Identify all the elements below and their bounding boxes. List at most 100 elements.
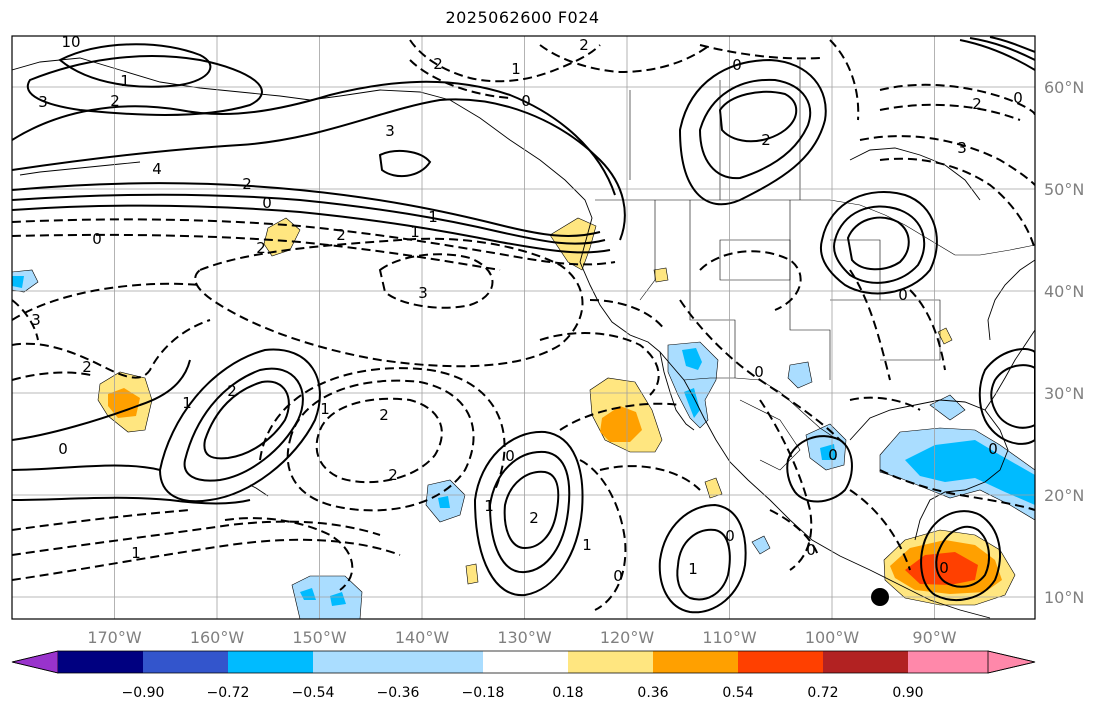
negative-shading-baja-core — [682, 348, 702, 370]
lon-label-110w: 110°W — [702, 628, 757, 647]
coast-florida — [984, 329, 1035, 411]
contour-jet-2 — [12, 193, 606, 245]
contour-sw-high-3 — [503, 470, 560, 550]
dashed-south-2 — [12, 520, 381, 556]
contour-label-2-b: 2 — [242, 175, 252, 193]
lat-label-10n: 10°N — [1044, 588, 1084, 607]
contour-label-3-d: 3 — [31, 311, 41, 329]
contour-label-2-d: 2 — [256, 239, 266, 257]
contour-centam-2 — [935, 525, 991, 588]
dashed-south-1 — [12, 538, 401, 581]
dashed-west-2 — [12, 371, 96, 381]
contour-label-2-c: 2 — [336, 226, 346, 244]
lat-label-20n: 20°N — [1044, 486, 1084, 505]
colorbar-segment-5 — [398, 651, 483, 673]
dashed-jet-2 — [12, 233, 501, 271]
lon-label-140w: 140°W — [395, 628, 450, 647]
map-panel — [12, 36, 1035, 619]
dashed-south-3 — [12, 509, 191, 531]
colorbar-extend-low — [11, 650, 59, 674]
negative-shading-pacific-10n-core2 — [330, 592, 346, 606]
positive-shading-west-pacific-core — [108, 388, 140, 418]
border-us-canada — [595, 199, 1035, 256]
colorbar-extend-high — [987, 650, 1036, 674]
contour-label-0-m: 0 — [1013, 89, 1023, 107]
colorbar: −0.90 −0.72 −0.54 −0.36 −0.18 0.18 0.36 … — [11, 650, 1036, 701]
contour-label-1-f: 1 — [131, 544, 141, 562]
dashed-midpacific-2 — [286, 379, 475, 512]
contour-sw-high-1 — [473, 430, 584, 597]
contour-label-0-o: 0 — [939, 559, 949, 577]
contour-mexico-high-1 — [658, 503, 747, 614]
colorbar-tick-neg072: −0.72 — [207, 685, 250, 701]
contour-label-10: 10 — [61, 33, 80, 51]
lon-label-160w: 160°W — [190, 628, 245, 647]
dashed-gulf-1 — [879, 469, 1035, 511]
positive-shading-pacific-30n-core — [600, 406, 642, 442]
dashed-mexico-3 — [559, 402, 681, 431]
border-states-1 — [639, 200, 656, 301]
contour-label-0-j: 0 — [828, 446, 838, 464]
coast-east — [987, 259, 1035, 341]
positive-shading-pacific-15n — [465, 563, 479, 585]
contour-labels: 0 1 2 3 4 2 0 0 2 1 3 2 1 0 2 3 3 2 1 0 … — [31, 33, 1023, 585]
dashed-central-us-2 — [679, 299, 841, 441]
contour-label-0-a: 0 — [92, 230, 102, 248]
contour-label-0-c: 0 — [58, 440, 68, 458]
dashed-east-5 — [849, 269, 891, 381]
dashed-east-3 — [879, 83, 1035, 116]
contour-label-2-m: 2 — [433, 55, 443, 73]
contour-label-4-a: 4 — [152, 160, 162, 178]
coast-islands-aleutian — [19, 161, 141, 176]
negative-shading-centam — [751, 535, 771, 555]
coast-hudson — [849, 147, 981, 201]
contour-north-4 — [58, 43, 212, 88]
positive-shading-mexico-small — [704, 477, 723, 499]
lon-label-90w: 90°W — [912, 628, 956, 647]
dashed-east-4 — [879, 103, 1021, 121]
contour-label-0-n: 0 — [988, 440, 998, 458]
dashed-midpacific-3 — [259, 367, 506, 491]
contour-label-1-g: 1 — [484, 497, 494, 515]
negative-contours — [12, 39, 1035, 611]
contour-label-1-h: 1 — [582, 536, 592, 554]
negative-shading-sonora — [787, 361, 813, 389]
contour-label-0-i: 0 — [754, 363, 764, 381]
negative-shading-pacific-20n-core — [438, 496, 450, 508]
map-title: 2025062600 F024 — [445, 8, 600, 27]
contour-canada-high-1 — [678, 58, 827, 206]
lon-label-150w: 150°W — [292, 628, 347, 647]
contour-ne-2 — [969, 37, 1035, 61]
contour-east-high-1 — [978, 348, 1035, 445]
contour-mexico-high-2 — [676, 528, 731, 601]
location-marker-dot — [871, 588, 889, 606]
positive-contours — [12, 36, 1035, 614]
dashed-central-low-1 — [378, 253, 494, 309]
contour-label-2-i: 2 — [388, 466, 398, 484]
dashed-east-1 — [879, 157, 1035, 251]
lat-label-40n: 40°N — [1044, 282, 1084, 301]
border-mexico-states — [739, 399, 801, 471]
contour-pacific-2 — [183, 367, 304, 482]
negative-shading-baja — [667, 341, 719, 429]
colorbar-segment-8 — [653, 651, 738, 673]
negative-shading-westedge-core — [12, 276, 24, 288]
colorbar-tick-pos018: 0.18 — [552, 685, 583, 701]
colorbar-tick-neg054: −0.54 — [292, 685, 335, 701]
colorbar-segment-4 — [313, 651, 398, 673]
lon-label-130w: 130°W — [497, 628, 552, 647]
contour-pacific-6 — [12, 496, 251, 505]
lat-label-30n: 30°N — [1044, 384, 1084, 403]
contour-label-3-b: 3 — [385, 122, 395, 140]
border-states-6 — [880, 299, 941, 361]
contour-alaska-3 — [378, 149, 432, 178]
colorbar-segment-7 — [568, 651, 653, 673]
lat-label-60n: 60°N — [1044, 78, 1084, 97]
positive-shading-se — [937, 327, 953, 345]
contour-sw-high-2 — [488, 450, 571, 574]
contour-label-0-h: 0 — [806, 541, 816, 559]
colorbar-segment-1 — [58, 651, 143, 673]
lon-label-170w: 170°W — [87, 628, 142, 647]
contour-label-2-h: 2 — [379, 406, 389, 424]
colorbar-segment-11 — [908, 651, 988, 673]
